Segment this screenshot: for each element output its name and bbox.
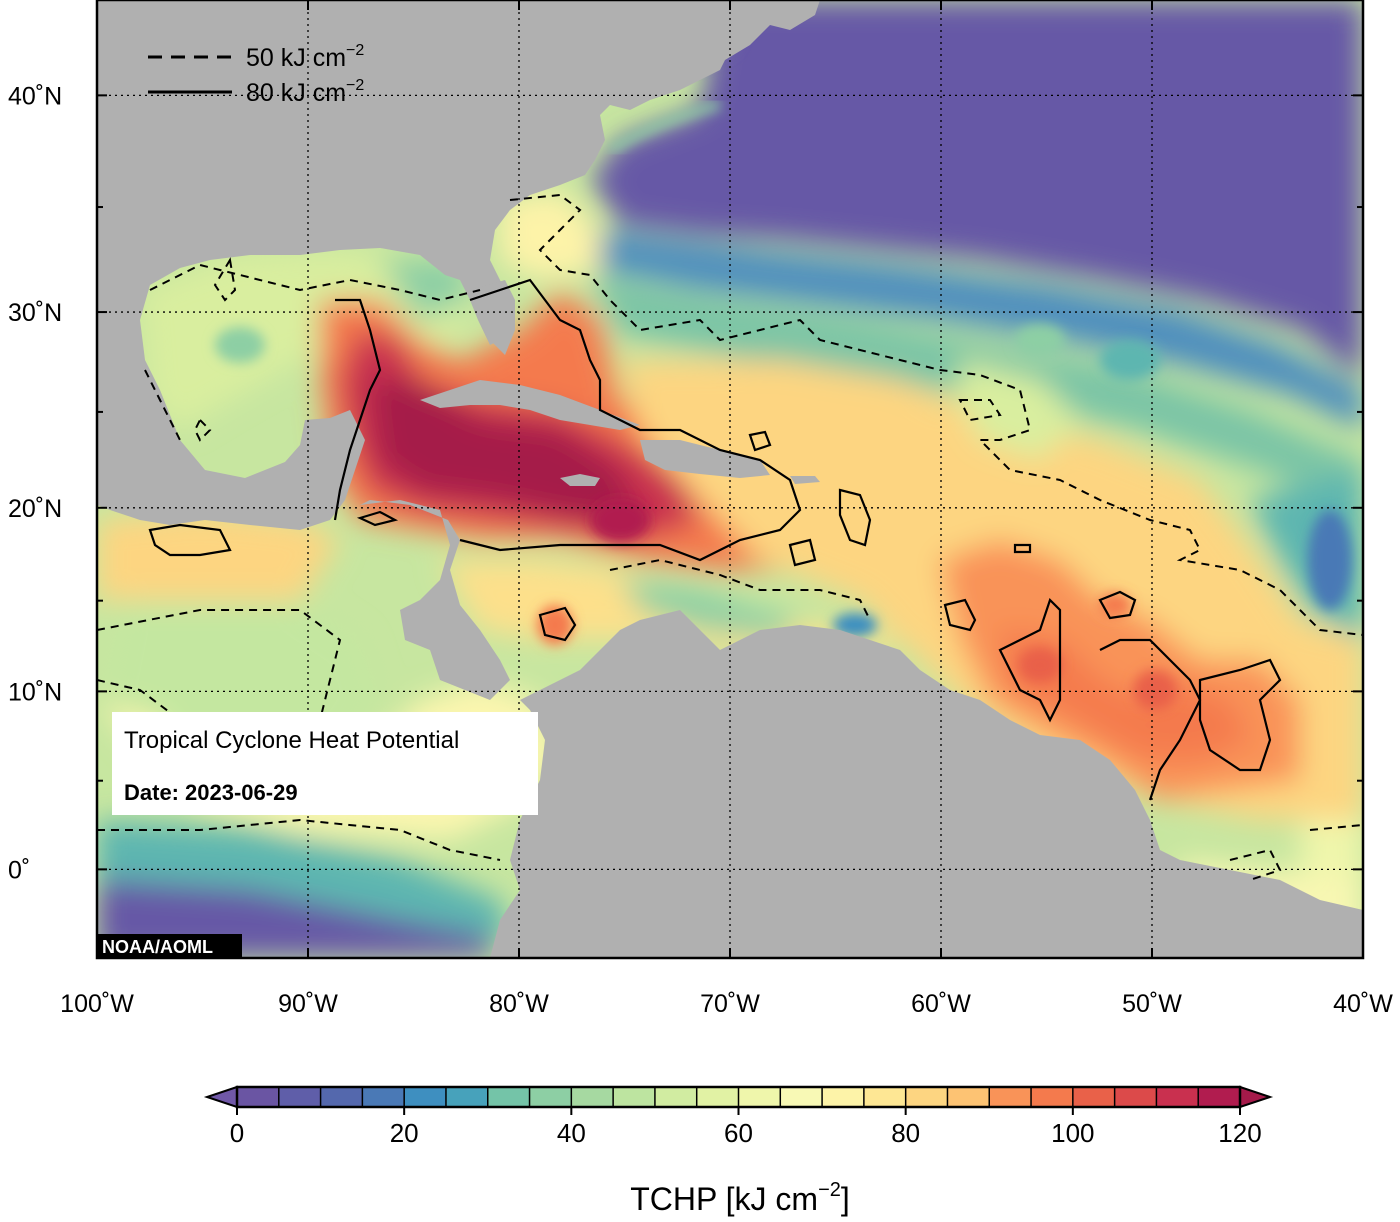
colorbar-segment bbox=[780, 1087, 823, 1107]
colorbar-segment bbox=[1072, 1087, 1116, 1107]
credit-badge: NOAA/AOML bbox=[97, 934, 242, 958]
legend-dashed-label: 50 kJ cm−2 bbox=[246, 42, 364, 72]
lat-tick-label: 40˚N bbox=[8, 82, 62, 110]
colorbar-tick-label: 20 bbox=[390, 1118, 419, 1148]
longitude-labels: 100˚W 90˚W 80˚W 70˚W 60˚W 50˚W 40˚W bbox=[60, 990, 1393, 1018]
colorbar-segment bbox=[445, 1087, 489, 1107]
puerto-rico-land bbox=[790, 476, 820, 484]
lon-tick-label: 90˚W bbox=[278, 990, 338, 1018]
colorbar-segment bbox=[529, 1087, 572, 1107]
lon-tick-label: 80˚W bbox=[489, 990, 549, 1018]
lat-tick-label: 10˚N bbox=[8, 678, 62, 706]
colorbar-segment bbox=[278, 1087, 322, 1107]
contour-legend: 50 kJ cm−2 80 kJ cm−2 bbox=[148, 42, 364, 107]
colorbar-title: TCHP [kJ cm−2] bbox=[630, 1179, 850, 1217]
cuba-land bbox=[420, 380, 640, 430]
lat-tick-label: 0˚ bbox=[8, 856, 30, 884]
south-america-land bbox=[490, 610, 1363, 958]
colorbar-segment bbox=[822, 1087, 865, 1107]
land-masses bbox=[97, 0, 1363, 958]
lon-tick-label: 70˚W bbox=[700, 990, 760, 1018]
credit-label: NOAA/AOML bbox=[102, 937, 213, 957]
colorbar-segments bbox=[237, 1087, 1241, 1107]
colorbar-tick-label: 120 bbox=[1218, 1118, 1261, 1148]
colorbar-segment bbox=[1156, 1087, 1199, 1107]
info-box: Tropical Cyclone Heat Potential Date: 202… bbox=[112, 712, 538, 815]
colorbar-segment bbox=[696, 1087, 739, 1107]
colorbar-segment bbox=[905, 1087, 948, 1107]
colorbar-segment bbox=[571, 1087, 614, 1107]
colorbar-segment bbox=[362, 1087, 405, 1107]
latitude-labels: 40˚N 30˚N 20˚N 10˚N 0˚ bbox=[8, 82, 62, 884]
colorbar-segment bbox=[863, 1087, 907, 1107]
lat-tick-label: 20˚N bbox=[8, 495, 62, 523]
lon-tick-label: 60˚W bbox=[911, 990, 971, 1018]
colorbar-segment bbox=[1031, 1087, 1074, 1107]
credit-background bbox=[97, 934, 242, 958]
lon-tick-label: 100˚W bbox=[60, 990, 134, 1018]
colorbar-segment bbox=[320, 1087, 363, 1107]
colorbar-segment bbox=[1198, 1087, 1241, 1107]
info-box-title: Tropical Cyclone Heat Potential bbox=[124, 727, 459, 754]
colorbar-segment bbox=[738, 1087, 781, 1107]
colorbar-ticks bbox=[236, 1107, 1241, 1115]
colorbar-segment bbox=[237, 1087, 280, 1107]
lon-tick-label: 40˚W bbox=[1333, 990, 1393, 1018]
colorbar-tick-label: 100 bbox=[1051, 1118, 1094, 1148]
jamaica-land bbox=[560, 474, 600, 486]
colorbar-tick-labels: 0 20 40 60 80 100 120 bbox=[230, 1118, 1262, 1148]
colorbar-segment bbox=[613, 1087, 656, 1107]
colorbar: 0 20 40 60 80 100 120 TCHP [kJ cm−2] bbox=[203, 1085, 1274, 1217]
colorbar-under-arrow bbox=[203, 1085, 238, 1109]
hispaniola-land bbox=[640, 440, 770, 478]
colorbar-segment bbox=[989, 1087, 1032, 1107]
lon-tick-label: 50˚W bbox=[1122, 990, 1182, 1018]
lat-tick-label: 30˚N bbox=[8, 299, 62, 327]
info-box-date: Date: 2023-06-29 bbox=[124, 780, 298, 805]
colorbar-segment bbox=[947, 1087, 990, 1107]
colorbar-over-arrow bbox=[1239, 1085, 1274, 1109]
contours-80-solid bbox=[148, 278, 1282, 801]
colorbar-segment bbox=[654, 1087, 698, 1107]
legend-solid-label: 80 kJ cm−2 bbox=[246, 77, 364, 107]
colorbar-segment bbox=[404, 1087, 447, 1107]
colorbar-tick-label: 60 bbox=[724, 1118, 753, 1148]
colorbar-tick-label: 40 bbox=[557, 1118, 586, 1148]
colorbar-tick-label: 80 bbox=[891, 1118, 920, 1148]
north-america-land bbox=[97, 0, 820, 530]
colorbar-segment bbox=[487, 1087, 531, 1107]
info-box-background bbox=[112, 712, 538, 815]
colorbar-tick-label: 0 bbox=[230, 1118, 244, 1148]
colorbar-segment bbox=[1114, 1087, 1157, 1107]
